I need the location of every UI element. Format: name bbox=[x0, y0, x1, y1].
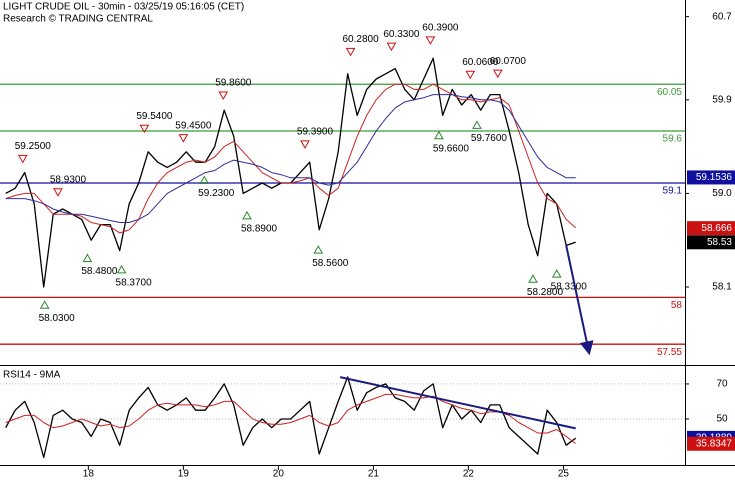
chart-subtitle: Research © TRADING CENTRAL bbox=[3, 14, 153, 25]
high-label: 59.2500 bbox=[15, 141, 52, 152]
low-label: 59.6600 bbox=[433, 143, 470, 154]
series-line bbox=[5, 393, 576, 444]
x-tick-label: 20 bbox=[273, 469, 285, 480]
high-label: 60.2800 bbox=[342, 34, 379, 45]
x-tick-label: 19 bbox=[178, 469, 190, 480]
y-tick-label: 58.1 bbox=[712, 282, 732, 293]
y-tick-label: 50 bbox=[716, 414, 728, 425]
high-marker bbox=[386, 42, 397, 52]
y-tick-label: 59.9 bbox=[712, 94, 732, 105]
level-label: 58 bbox=[671, 300, 683, 311]
last-value-label: 58.53 bbox=[707, 237, 732, 248]
trendline bbox=[339, 376, 576, 430]
low-label: 58.3300 bbox=[551, 282, 588, 293]
low-marker bbox=[528, 274, 538, 283]
low-label: 58.3700 bbox=[116, 278, 153, 289]
low-marker bbox=[313, 245, 324, 254]
last-value-box bbox=[687, 170, 735, 185]
x-tick-label: 21 bbox=[368, 469, 380, 480]
chart-title: LIGHT CRUDE OIL - 30min - 03/25/19 05:16… bbox=[3, 2, 244, 13]
series-line bbox=[5, 94, 576, 223]
high-marker bbox=[139, 124, 150, 134]
last-value-box bbox=[687, 221, 735, 236]
high-label: 59.8600 bbox=[215, 78, 252, 89]
y-tick-label: 59.0 bbox=[712, 188, 732, 199]
low-marker bbox=[39, 300, 50, 309]
low-marker bbox=[472, 120, 482, 129]
low-label: 59.7600 bbox=[471, 133, 508, 144]
high-marker bbox=[465, 70, 476, 80]
low-marker bbox=[242, 210, 252, 220]
series-line bbox=[5, 83, 577, 234]
low-label: 59.2300 bbox=[198, 188, 235, 199]
low-label: 58.4800 bbox=[81, 266, 118, 277]
high-label: 59.4500 bbox=[175, 120, 212, 131]
high-label: 60.3300 bbox=[383, 29, 420, 40]
high-label: 59.3900 bbox=[297, 127, 334, 138]
last-value-label: 59.1536 bbox=[696, 172, 733, 183]
last-value-label: 58.666 bbox=[701, 223, 732, 234]
forecast-arrow bbox=[565, 245, 594, 356]
low-marker bbox=[434, 130, 444, 140]
level-label: 59.1 bbox=[663, 186, 683, 197]
high-marker bbox=[425, 36, 436, 45]
low-marker bbox=[199, 175, 210, 185]
low-marker bbox=[551, 269, 562, 278]
y-tick-label: 70 bbox=[716, 379, 728, 390]
level-label: 60.05 bbox=[657, 87, 682, 98]
last-value-box bbox=[687, 235, 735, 250]
high-label: 60.0700 bbox=[490, 56, 527, 67]
high-label: 60.0600 bbox=[462, 57, 499, 68]
high-marker bbox=[492, 69, 503, 79]
y-tick-label: 60.7 bbox=[712, 11, 732, 22]
high-label: 58.9300 bbox=[50, 174, 87, 185]
low-marker bbox=[82, 253, 93, 262]
high-marker bbox=[178, 134, 189, 143]
high-marker bbox=[300, 140, 310, 149]
x-tick-label: 22 bbox=[463, 469, 475, 480]
high-marker bbox=[218, 91, 229, 100]
low-marker bbox=[116, 264, 127, 274]
high-label: 60.3900 bbox=[422, 23, 459, 34]
high-label: 59.5400 bbox=[136, 111, 173, 122]
low-label: 58.5600 bbox=[312, 258, 349, 269]
low-label: 58.2800 bbox=[527, 287, 564, 298]
series-line bbox=[5, 376, 577, 459]
high-marker bbox=[17, 154, 28, 164]
level-label: 57.55 bbox=[657, 347, 682, 358]
x-tick-label: 18 bbox=[83, 469, 95, 480]
high-marker bbox=[53, 188, 63, 197]
last-value-label: 35.8347 bbox=[696, 438, 733, 449]
indicator-title: RSI14 - 9MA bbox=[3, 370, 61, 381]
last-value-box bbox=[687, 436, 735, 451]
level-label: 59.6 bbox=[663, 134, 683, 145]
high-marker bbox=[345, 47, 356, 57]
low-label: 58.0300 bbox=[39, 313, 76, 324]
low-label: 58.8900 bbox=[241, 223, 278, 234]
x-tick-label: 25 bbox=[558, 469, 570, 480]
